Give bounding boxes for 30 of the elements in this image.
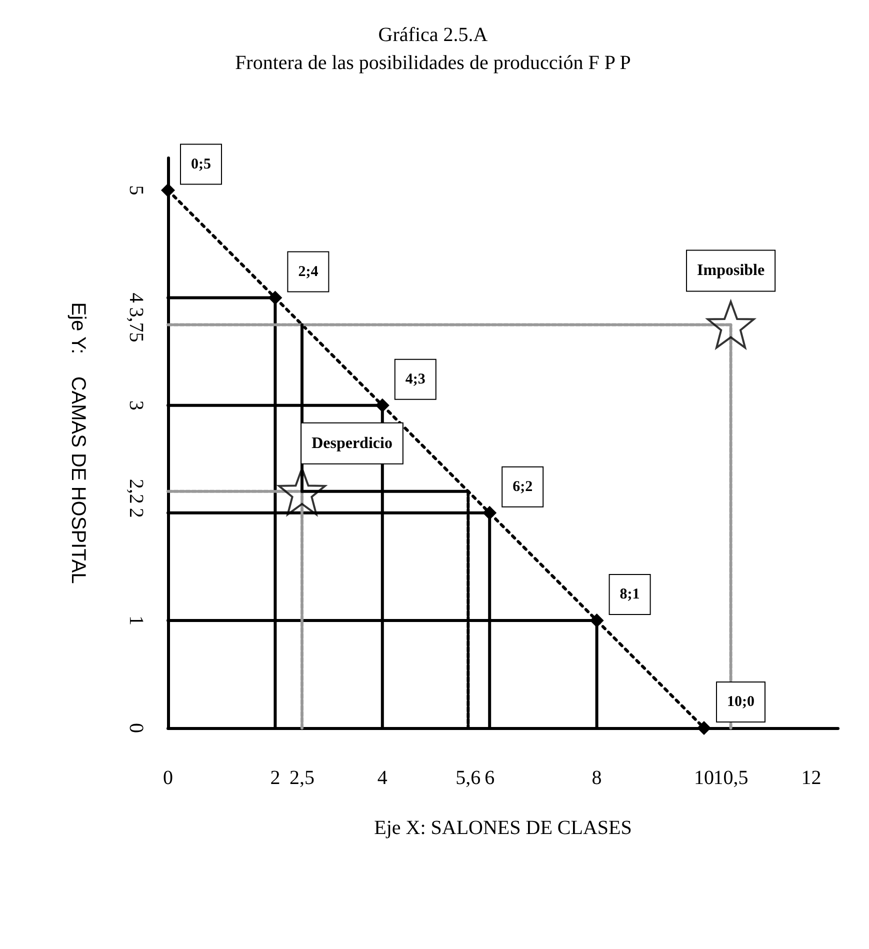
chart-subtitle: Frontera de las posibilidades de producción F P P — [235, 52, 631, 74]
data-label: 2;4 — [298, 264, 319, 280]
x-tick-label: 12 — [801, 767, 822, 789]
y-tick-label: 5 — [125, 185, 147, 196]
x-tick-label: 10,5 — [713, 767, 748, 789]
y-axis-title: Eje Y: CAMAS DE HOSPITAL — [67, 302, 89, 584]
annotation: Imposible — [697, 262, 765, 280]
data-label: 8;1 — [620, 586, 640, 602]
annotation: Desperdicio — [312, 434, 392, 452]
x-tick-label: 5,6 — [456, 767, 481, 789]
y-tick-label: 3,75 — [125, 307, 147, 342]
x-tick-label: 8 — [592, 767, 602, 789]
x-tick-label: 0 — [163, 767, 173, 789]
chart-title: Gráfica 2.5.A — [378, 24, 488, 46]
x-tick-label: 6 — [484, 767, 495, 789]
x-tick-label: 2,5 — [290, 767, 314, 789]
y-tick-label: 2,2 — [125, 478, 147, 504]
x-tick-label: 4 — [377, 767, 388, 789]
data-label: 0;5 — [191, 156, 211, 172]
y-tick-label: 2 — [125, 508, 147, 518]
x-tick-label: 2 — [270, 767, 280, 789]
y-tick-label: 1 — [125, 615, 147, 626]
y-tick-label: 3 — [125, 400, 147, 410]
x-tick-label: 10 — [694, 767, 714, 789]
y-tick-label: 4 — [125, 292, 147, 303]
data-label: 10;0 — [727, 694, 754, 710]
y-tick-label: 0 — [125, 723, 147, 733]
x-axis-title: Eje X: SALONES DE CLASES — [374, 817, 632, 839]
data-label: 4;3 — [405, 371, 426, 388]
data-label: 6;2 — [512, 478, 533, 495]
